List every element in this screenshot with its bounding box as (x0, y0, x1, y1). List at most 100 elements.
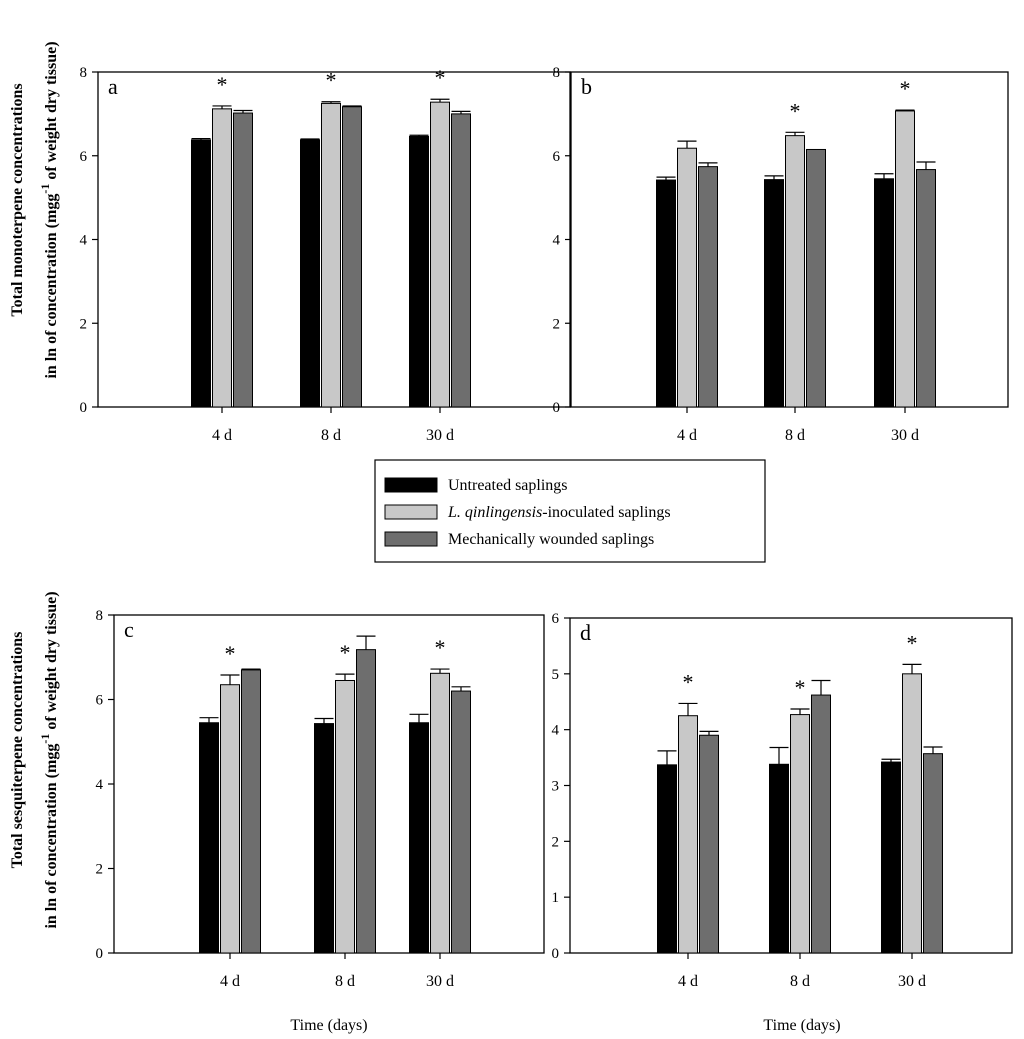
bar-b-wounded-0 (698, 166, 718, 408)
significance-star-b: * (790, 98, 801, 123)
bar-c-untreated-1 (314, 723, 334, 954)
ytick-label-a: 0 (80, 400, 88, 416)
ytick-label-a: 8 (80, 65, 88, 81)
ylabel-top-line1: Total monoterpene concentrations (9, 83, 26, 316)
bar-d-inoculated-0 (678, 715, 698, 954)
ytick-label-b: 8 (553, 65, 561, 81)
panel-c: 0 2 4 6 8 4 d 8 d 30 d * * * c (96, 608, 545, 990)
legend-swatch-wounded (384, 531, 438, 547)
ytick-label-c: 2 (96, 862, 104, 878)
significance-star-c: * (435, 635, 446, 660)
xtick-label-c: 4 d (220, 973, 240, 990)
xtick-label-a: 4 d (212, 427, 232, 444)
bar-a-wounded-1 (342, 106, 362, 408)
ytick-label-b: 4 (553, 233, 561, 249)
bar-d-inoculated-2 (902, 673, 922, 954)
bar-d-wounded-1 (811, 694, 831, 954)
ylabel-bottom-line2: in ln of concentration (mgg-1 of weight … (38, 591, 60, 928)
bar-b-untreated-0 (656, 179, 676, 408)
ytick-label-d: 3 (552, 779, 560, 795)
ytick-label-a: 6 (80, 149, 88, 165)
xtick-label-b: 30 d (891, 427, 919, 444)
ylabel-bottom-line1: Total sesquiterpene concentrations (9, 632, 26, 869)
significance-star-a: * (326, 68, 337, 93)
bar-a-untreated-2 (409, 135, 429, 408)
panel-b: 0 2 4 6 8 4 d 8 d 30 d * * b (553, 65, 1009, 444)
bar-d-untreated-0 (657, 764, 677, 954)
legend-swatch-untreated (384, 477, 438, 493)
bar-b-inoculated-2 (895, 110, 915, 408)
ytick-label-d: 0 (552, 946, 560, 962)
bar-d-untreated-2 (881, 761, 901, 954)
significance-star-c: * (340, 640, 351, 665)
bar-c-wounded-2 (451, 690, 471, 954)
significance-star-b: * (900, 76, 911, 101)
ytick-label-c: 4 (96, 777, 104, 793)
bar-b-inoculated-1 (785, 135, 805, 408)
bar-b-wounded-1 (806, 148, 826, 408)
xlabel-d: Time (days) (763, 1017, 840, 1034)
ytick-label-c: 6 (96, 693, 104, 709)
bar-a-untreated-0 (191, 139, 211, 408)
bar-b-inoculated-0 (677, 147, 697, 408)
significance-star-d: * (795, 675, 806, 700)
ytick-label-d: 6 (552, 611, 560, 627)
xtick-label-d: 8 d (790, 973, 810, 990)
ylabel-top-line2: in ln of concentration (mgg-1 of weight … (38, 41, 60, 378)
xtick-label-a: 8 d (321, 427, 341, 444)
bar-a-inoculated-1 (321, 102, 341, 408)
bar-d-untreated-1 (769, 763, 789, 954)
ytick-label-d: 1 (552, 890, 560, 906)
legend-swatch-inoculated (384, 504, 438, 520)
xlabel-c: Time (days) (290, 1017, 367, 1034)
panel-a: 0 2 4 6 8 4 d 8 d 30 d * * * a (80, 65, 571, 444)
significance-star-d: * (683, 669, 694, 694)
panel-letter-d: d (580, 620, 591, 645)
bar-a-wounded-0 (233, 112, 253, 408)
bar-d-inoculated-1 (790, 714, 810, 954)
bar-d-wounded-2 (923, 753, 943, 954)
bar-c-wounded-1 (356, 649, 376, 954)
ytick-label-d: 2 (552, 834, 560, 850)
ytick-label-b: 0 (553, 400, 561, 416)
legend-box (374, 459, 766, 563)
xtick-label-c: 8 d (335, 973, 355, 990)
significance-star-a: * (435, 65, 446, 90)
bar-c-inoculated-1 (335, 679, 355, 954)
ytick-label-a: 2 (80, 316, 88, 332)
ytick-label-b: 2 (553, 316, 561, 332)
legend-label-wounded: Mechanically wounded saplings (448, 531, 654, 548)
panel-letter-c: c (124, 617, 134, 642)
bar-b-untreated-1 (764, 179, 784, 408)
ytick-label-a: 4 (80, 233, 88, 249)
legend-label-inoculated: L. qinlingensis-inoculated saplings (447, 504, 671, 521)
bar-c-untreated-0 (199, 722, 219, 954)
ytick-label-b: 6 (553, 149, 561, 165)
bar-b-wounded-2 (916, 169, 936, 408)
significance-star-a: * (217, 72, 228, 97)
panel-letter-a: a (108, 74, 118, 99)
xtick-label-c: 30 d (426, 973, 454, 990)
ytick-label-d: 5 (552, 667, 560, 683)
bar-c-wounded-0 (241, 669, 261, 954)
xtick-label-d: 30 d (898, 973, 926, 990)
bar-c-inoculated-0 (220, 684, 240, 954)
bar-c-untreated-2 (409, 722, 429, 954)
ytick-label-c: 0 (96, 946, 104, 962)
bar-a-inoculated-0 (212, 108, 232, 408)
significance-star-c: * (225, 641, 236, 666)
ytick-label-c: 8 (96, 608, 104, 624)
xtick-label-b: 4 d (677, 427, 697, 444)
bar-c-inoculated-2 (430, 672, 450, 954)
legend: Untreated saplings L. qinlingensis-inocu… (374, 459, 766, 563)
significance-star-d: * (907, 630, 918, 655)
bar-a-inoculated-2 (430, 101, 450, 408)
xtick-label-d: 4 d (678, 973, 698, 990)
legend-label-untreated: Untreated saplings (448, 477, 568, 494)
bar-a-untreated-1 (300, 139, 320, 408)
bar-a-wounded-2 (451, 113, 471, 408)
xtick-label-a: 30 d (426, 427, 454, 444)
ytick-label-d: 4 (552, 723, 560, 739)
